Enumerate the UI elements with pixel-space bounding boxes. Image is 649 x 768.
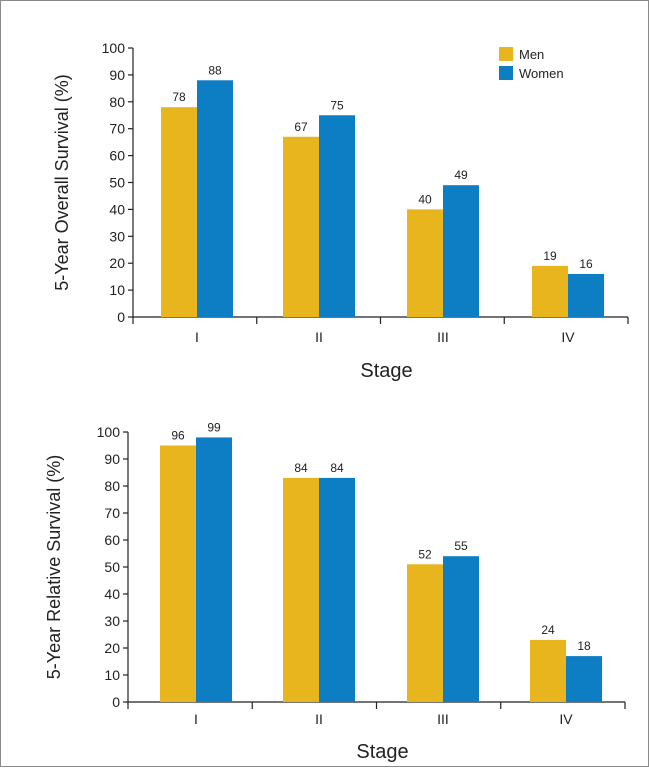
chart1-bar-women: [443, 185, 479, 317]
chart2-x-tick-label: III: [437, 711, 449, 727]
chart2-y-tick-label: 50: [104, 559, 120, 575]
chart2-y-tick-label: 40: [104, 586, 120, 602]
chart2-data-label: 52: [418, 547, 432, 561]
chart1-y-tick-label: 0: [117, 309, 125, 325]
chart2-bar-men: [283, 477, 319, 702]
chart2-bar-men: [530, 639, 566, 702]
chart2-bar-women: [319, 477, 355, 702]
chart1-data-label: 19: [543, 249, 557, 263]
chart1-y-tick-label: 70: [109, 121, 125, 137]
chart1-legend-swatch-men: [499, 47, 513, 61]
chart1-y-tick-label: 30: [109, 228, 125, 244]
chart2-x-tick-label: II: [315, 711, 323, 727]
chart1-data-label: 75: [330, 98, 344, 112]
chart2-y-tick-label: 30: [104, 613, 120, 629]
chart1-bar-men: [407, 209, 443, 317]
chart2-y-tick-label: 100: [97, 424, 121, 440]
chart2-y-tick-label: 60: [104, 532, 120, 548]
chart1-data-label: 67: [294, 120, 308, 134]
chart1-legend-label: Women: [519, 66, 564, 81]
chart2-data-label: 96: [171, 429, 185, 443]
chart1-y-tick-label: 60: [109, 148, 125, 164]
chart2-data-label: 55: [454, 539, 468, 553]
chart2-bar-men: [407, 564, 443, 702]
chart1-y-tick-label: 80: [109, 94, 125, 110]
chart1-data-label: 40: [418, 192, 432, 206]
chart1-bar-men: [532, 265, 568, 317]
chart2-data-label: 99: [207, 420, 221, 434]
chart2-y-tick-label: 20: [104, 640, 120, 656]
chart1-x-tick-label: I: [195, 329, 199, 345]
chart1-bar-women: [197, 80, 233, 317]
chart2-x-tick-label: I: [194, 711, 198, 727]
chart2-data-label: 24: [541, 623, 555, 637]
chart2-bar-men: [160, 445, 196, 702]
chart1-x-tick-label: IV: [561, 329, 575, 345]
chart2-data-label: 18: [577, 639, 591, 653]
chart1-bar-women: [568, 273, 604, 317]
chart2-x-axis-label: Stage: [356, 741, 408, 763]
chart2-y-axis-label: 5-Year Relative Survival (%): [44, 455, 64, 679]
chart1-data-label: 78: [172, 90, 186, 104]
chart2-x-tick-label: IV: [559, 711, 573, 727]
chart1-x-tick-label: II: [315, 329, 323, 345]
chart2-data-label: 84: [330, 461, 344, 475]
chart2-bar-women: [196, 437, 232, 702]
chart1-y-tick-label: 50: [109, 175, 125, 191]
chart2-y-tick-label: 70: [104, 505, 120, 521]
chart1-y-tick-label: 10: [109, 282, 125, 298]
chart2-bar-women: [443, 556, 479, 702]
chart1-y-tick-label: 100: [102, 40, 126, 56]
chart1-legend-swatch-women: [499, 66, 513, 80]
chart1-bar-men: [161, 107, 197, 318]
chart2-y-tick-label: 80: [104, 478, 120, 494]
chart1-legend-label: Men: [519, 47, 544, 62]
chart1-y-tick-label: 20: [109, 255, 125, 271]
chart2-y-tick-label: 0: [112, 694, 120, 710]
chart1-x-tick-label: III: [437, 329, 449, 345]
chart1-bar-men: [283, 136, 319, 317]
chart1-data-label: 49: [454, 168, 468, 182]
chart1-bar-women: [319, 115, 355, 317]
chart1-y-tick-label: 40: [109, 201, 125, 217]
chart1-y-tick-label: 90: [109, 67, 125, 83]
chart2-data-label: 84: [294, 461, 308, 475]
chart2-y-tick-label: 10: [104, 667, 120, 683]
chart2-bar-women: [566, 656, 602, 702]
chart2-y-tick-label: 90: [104, 451, 120, 467]
chart1-y-axis-label: 5-Year Overall Survival (%): [52, 74, 72, 290]
chart1-data-label: 88: [208, 63, 222, 77]
chart1-data-label: 16: [579, 257, 593, 271]
chart1-x-axis-label: Stage: [360, 360, 412, 382]
